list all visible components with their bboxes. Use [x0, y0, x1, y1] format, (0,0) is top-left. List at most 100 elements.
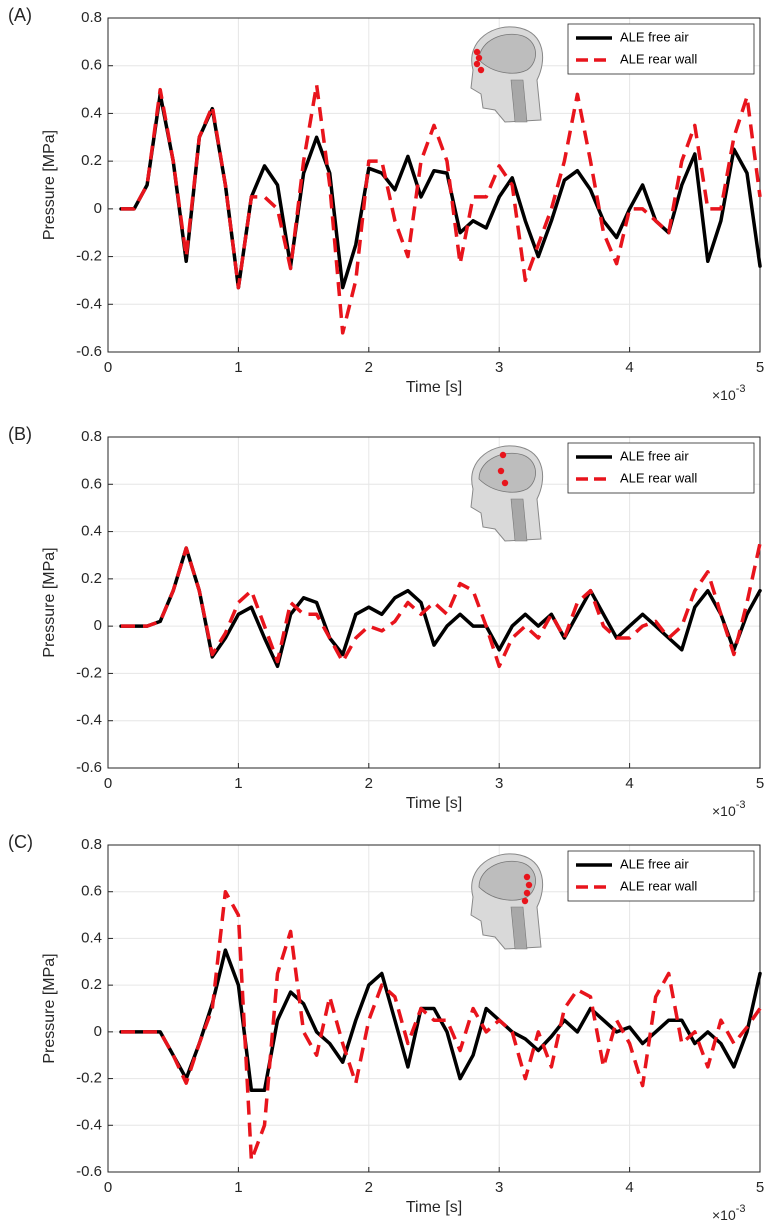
axes-box [107, 17, 761, 353]
y-tick-label: -0.6 [76, 343, 102, 360]
x-tick-label: 4 [625, 359, 633, 376]
head-icon [470, 445, 544, 542]
x-axis-label: Time [s] [406, 379, 462, 396]
panel: -0.6 -0.4 -0.2 0 0.2 0.4 0.6 0.8 0 1 2 3 4 5 (A) Time [… [8, 5, 764, 403]
sensor-dot [525, 881, 533, 889]
x-tick-label: 5 [756, 359, 764, 376]
multiplier-base: ×10 [712, 1207, 736, 1223]
multiplier-base: ×10 [712, 387, 736, 403]
sensor-dot [521, 897, 529, 905]
y-tick-label: -0.2 [76, 664, 102, 681]
x-tick-label: 1 [234, 359, 242, 376]
head-icon [470, 26, 544, 123]
multiplier-exponent: -3 [736, 383, 746, 395]
y-tick-label: 0.6 [81, 57, 102, 74]
y-tick-label: 0.8 [81, 428, 102, 445]
y-tick-label: -0.4 [76, 1116, 102, 1133]
y-tick-label: -0.4 [76, 712, 102, 729]
y-tick-label: 0.4 [81, 104, 102, 121]
y-tick-label: 0.4 [81, 929, 102, 946]
y-tick-label: 0.6 [81, 883, 102, 900]
brain [478, 452, 536, 493]
x-axis-label: Time [s] [406, 1199, 462, 1216]
sensor-dot [523, 873, 531, 881]
y-tick-label: 0.2 [81, 976, 102, 993]
sensor-dot [499, 451, 507, 459]
y-tick-label: 0 [94, 200, 102, 217]
y-tick-label: 0 [94, 1023, 102, 1040]
x-multiplier: ×10-3 [712, 1203, 746, 1223]
neck [510, 498, 528, 542]
legend-label: ALE rear wall [620, 470, 697, 485]
y-tick-label: 0.8 [81, 9, 102, 26]
x-tick-label: 4 [625, 775, 633, 792]
x-tick-label: 2 [365, 359, 373, 376]
legend-label: ALE rear wall [620, 51, 697, 66]
y-tick-label: -0.2 [76, 1070, 102, 1087]
panel-label: (B) [8, 424, 32, 444]
multiplier-base: ×10 [712, 803, 736, 819]
series-line [121, 889, 762, 1163]
x-axis-label: Time [s] [406, 795, 462, 812]
legend-box [567, 442, 755, 494]
sensor-dot [477, 66, 485, 74]
x-tick-label: 3 [495, 775, 503, 792]
x-tick-label: 1 [234, 775, 242, 792]
multiplier-exponent: -3 [736, 1203, 746, 1215]
panel: -0.6 -0.4 -0.2 0 0.2 0.4 0.6 0.8 0 1 2 3 4 5 (B) Time [… [8, 424, 764, 819]
legend-label: ALE free air [620, 448, 689, 463]
x-tick-label: 3 [495, 359, 503, 376]
y-tick-label: 0.2 [81, 152, 102, 169]
multiplier-exponent: -3 [736, 799, 746, 811]
x-tick-label: 0 [104, 775, 112, 792]
neck [510, 906, 528, 950]
x-tick-label: 5 [756, 775, 764, 792]
x-multiplier: ×10-3 [712, 383, 746, 403]
x-tick-label: 0 [104, 1179, 112, 1196]
neck [510, 79, 528, 123]
y-tick-label: 0.4 [81, 523, 102, 540]
brain [478, 33, 536, 74]
brain [478, 860, 536, 901]
y-tick-label: 0 [94, 617, 102, 634]
x-tick-label: 3 [495, 1179, 503, 1196]
panel: -0.6 -0.4 -0.2 0 0.2 0.4 0.6 0.8 0 1 2 3 4 5 (C) Time [… [8, 832, 764, 1223]
series-line [119, 546, 762, 669]
y-tick-label: -0.2 [76, 248, 102, 265]
x-tick-label: 1 [234, 1179, 242, 1196]
legend-label: ALE free air [620, 856, 689, 871]
x-tick-label: 5 [756, 1179, 764, 1196]
y-axis-label: Pressure [MPa] [41, 130, 58, 240]
legend-label: ALE rear wall [620, 878, 697, 893]
panel-label: (A) [8, 5, 32, 25]
legend: ALE free air ALE rear wall [567, 850, 755, 902]
legend-box [567, 23, 755, 75]
panel-label: (C) [8, 832, 33, 852]
y-axis-label: Pressure [MPa] [41, 953, 58, 1063]
x-tick-label: 2 [365, 775, 373, 792]
sensor-dot [473, 60, 481, 68]
x-tick-label: 4 [625, 1179, 633, 1196]
x-tick-label: 2 [365, 1179, 373, 1196]
x-multiplier: ×10-3 [712, 799, 746, 819]
axes-box [107, 436, 761, 769]
head-icon [470, 853, 544, 950]
legend-label: ALE free air [620, 29, 689, 44]
y-tick-label: -0.4 [76, 295, 102, 312]
y-tick-label: -0.6 [76, 759, 102, 776]
legend: ALE free air ALE rear wall [567, 23, 755, 75]
legend: ALE free air ALE rear wall [567, 442, 755, 494]
series-line [121, 83, 762, 335]
sensor-dot [473, 48, 481, 56]
sensor-dot [497, 467, 505, 475]
y-axis-label: Pressure [MPa] [41, 547, 58, 657]
y-tick-label: 0.6 [81, 475, 102, 492]
legend-box [567, 850, 755, 902]
sensor-dot [523, 889, 531, 897]
series-line [121, 543, 762, 669]
y-tick-label: 0.2 [81, 570, 102, 587]
sensor-dot [475, 54, 483, 62]
x-tick-label: 0 [104, 359, 112, 376]
